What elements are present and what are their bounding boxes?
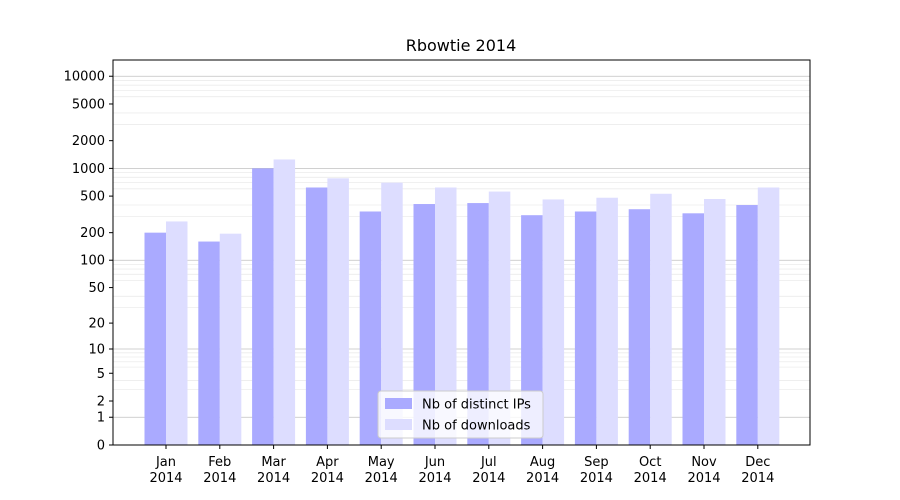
bar-downloads: [327, 178, 349, 445]
chart-title: Rbowtie 2014: [406, 36, 517, 55]
bar-distinct-ips: [359, 211, 382, 445]
x-tick-label-year: 2014: [580, 471, 613, 486]
bar-downloads: [542, 199, 565, 445]
y-tick-label: 0: [97, 439, 105, 454]
x-tick-label-month: Dec: [745, 455, 770, 470]
bar-downloads: [488, 191, 511, 445]
x-tick-label-month: Apr: [316, 455, 339, 470]
bar-downloads: [650, 193, 672, 445]
y-tick-label: 10: [88, 342, 105, 357]
y-tick-label: 500: [80, 190, 105, 205]
legend-box: [377, 390, 544, 439]
bars-layer: [144, 159, 780, 445]
x-tick-label-month: Mar: [261, 455, 286, 470]
bar-downloads: [704, 198, 726, 445]
x-tick-label-month: Jun: [424, 455, 445, 470]
bar-distinct-ips: [628, 209, 651, 445]
legend-swatch-downloads: [385, 419, 412, 430]
x-tick-label-month: Aug: [530, 455, 555, 470]
x-tick-label-year: 2014: [741, 471, 774, 486]
y-tick-label: 2000: [72, 134, 105, 149]
y-tick-label: 1: [97, 411, 105, 426]
bar-distinct-ips: [144, 232, 166, 445]
y-tick-label: 5000: [72, 97, 105, 112]
plot-frame: [112, 59, 811, 446]
x-tick-label-year: 2014: [365, 471, 398, 486]
legend-label-downloads: Nb of downloads: [422, 419, 531, 434]
y-tick-label: 2: [97, 395, 105, 410]
y-tick-label: 5: [97, 367, 105, 382]
x-tick-label-month: Jan: [155, 455, 176, 470]
x-tick-label-year: 2014: [257, 471, 290, 486]
x-tick-label-month: Oct: [639, 455, 661, 470]
x-tick-label-month: Jul: [480, 455, 497, 470]
x-tick-label-year: 2014: [634, 471, 667, 486]
legend-label-distinct-ips: Nb of distinct IPs: [422, 398, 531, 413]
bar-downloads: [596, 197, 618, 445]
x-tick-label-year: 2014: [203, 471, 236, 486]
bar-downloads: [381, 182, 403, 445]
legend: Nb of distinct IPs Nb of downloads: [377, 390, 544, 439]
y-tick-label: 10000: [64, 70, 105, 85]
x-tick-label-year: 2014: [418, 471, 451, 486]
bar-distinct-ips: [574, 211, 597, 445]
x-tick-label-month: Nov: [691, 455, 717, 470]
x-tick-label-year: 2014: [472, 471, 505, 486]
x-tick-label-month: Feb: [208, 455, 231, 470]
bar-distinct-ips: [521, 215, 543, 445]
bar-downloads: [435, 187, 457, 445]
y-axis: 0 12 5 10 20 50 100 200 500 1000 2000 5000 10000: [64, 70, 113, 454]
bar-distinct-ips: [682, 213, 704, 445]
x-tick-label-year: 2014: [526, 471, 559, 486]
y-tick-label: 20: [88, 317, 105, 332]
bar-downloads: [273, 159, 296, 445]
y-tick-label: 100: [80, 254, 105, 269]
x-tick-label-year: 2014: [687, 471, 720, 486]
bar-distinct-ips: [198, 241, 220, 445]
x-tick-label-year: 2014: [311, 471, 344, 486]
bar-distinct-ips: [305, 187, 328, 445]
y-tick-label: 1000: [72, 162, 105, 177]
bar-distinct-ips: [252, 168, 274, 445]
bar-distinct-ips: [736, 205, 758, 445]
y-tick-label: 50: [88, 281, 105, 296]
bar-downloads: [757, 187, 780, 445]
bar-downloads: [219, 233, 242, 445]
legend-swatch-distinct-ips: [385, 398, 412, 409]
y-tick-label: 200: [80, 226, 105, 241]
x-tick-label-month: May: [368, 455, 395, 470]
x-tick-label-month: Sep: [584, 455, 609, 470]
bar-downloads: [166, 221, 188, 445]
bar-distinct-ips: [413, 204, 435, 445]
x-tick-label-year: 2014: [149, 471, 182, 486]
bar-distinct-ips: [467, 203, 489, 445]
x-axis: Jan2014Feb2014Mar2014Apr2014May2014Jun20…: [149, 445, 774, 486]
